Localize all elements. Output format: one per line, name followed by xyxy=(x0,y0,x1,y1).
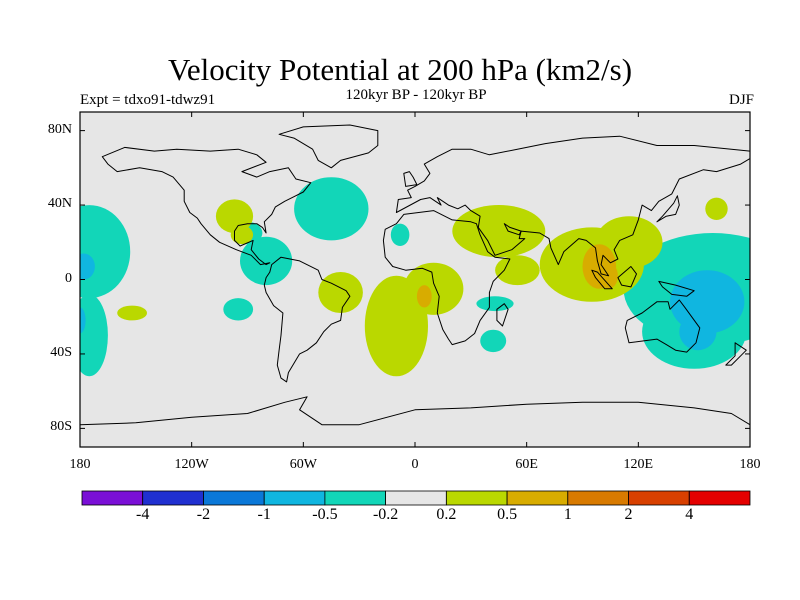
field-madagascar-south-negative xyxy=(480,329,507,353)
field-east-africa-positive xyxy=(495,255,540,286)
coastline-north-america xyxy=(101,146,312,266)
coastline-eurasia xyxy=(395,135,750,277)
coastline-south-america xyxy=(263,256,351,383)
season-label: DJF xyxy=(728,92,754,108)
x-tick-label: 0 xyxy=(411,457,419,472)
field-pacific-southwest-negative xyxy=(80,294,108,377)
coastline-greenland xyxy=(278,124,379,169)
colorbar-label: -4 xyxy=(136,506,150,523)
colorbar-label: 2 xyxy=(624,506,633,523)
experiment-label: Expt = tdxo91-tdwz91 xyxy=(80,92,216,108)
colorbar-label: -0.2 xyxy=(372,506,399,523)
field-pacific-northeast-positive xyxy=(705,197,728,220)
colorbar-swatch xyxy=(628,490,690,506)
x-tick-label: 60E xyxy=(515,457,538,472)
velocity-potential-field xyxy=(80,177,750,377)
colorbar-label: 0.5 xyxy=(497,506,518,523)
field-pacific-west-core xyxy=(80,253,95,280)
coastline-antarctica xyxy=(80,396,750,447)
colorbar xyxy=(81,490,751,506)
field-madagascar-negative xyxy=(476,296,514,312)
field-australia-core xyxy=(679,313,717,351)
colorbar-label: -2 xyxy=(196,506,211,523)
chart-subtitle: 120kyr BP - 120kyr BP xyxy=(345,87,487,103)
field-pacific-west-negative xyxy=(80,205,131,299)
coastline-japan xyxy=(656,195,680,223)
coastline-madagascar xyxy=(496,303,509,327)
colorbar-label: 1 xyxy=(563,506,572,523)
coastline-arabia-notch xyxy=(503,223,522,236)
field-central-america-negative xyxy=(240,236,293,286)
field-middle-east-positive xyxy=(452,205,546,258)
y-tick-label: 0 xyxy=(65,270,72,286)
field-gulf-of-guinea-core xyxy=(416,285,432,308)
field-atlantic-north-negative xyxy=(294,177,369,241)
axis-ticks xyxy=(79,112,751,447)
colorbar-swatch xyxy=(506,490,569,506)
y-tick-label: 80N xyxy=(47,121,72,137)
field-brazil-positive xyxy=(318,272,363,313)
y-tick-label: 80S xyxy=(50,419,72,435)
field-tropical-pacific-positive xyxy=(117,305,147,321)
x-tick-label: 120E xyxy=(623,457,654,472)
coastline-new-zealand xyxy=(725,342,747,366)
x-tick-label: 180 xyxy=(69,457,91,472)
field-pacific-southwest-core xyxy=(80,307,86,334)
colorbar-swatch xyxy=(324,490,386,506)
coastlines xyxy=(80,124,750,447)
coastline-uk xyxy=(403,171,418,187)
colorbar-swatch xyxy=(142,490,204,506)
field-west-africa-negative xyxy=(390,223,410,246)
colorbar-label: 0.2 xyxy=(436,506,457,523)
colorbar-swatch xyxy=(688,490,751,506)
x-tick-label: 60W xyxy=(289,457,317,472)
colorbar-label: -0.5 xyxy=(312,506,338,523)
colorbar-swatch xyxy=(263,490,326,506)
field-africa-positive xyxy=(403,262,464,315)
coastline-australia xyxy=(624,299,701,353)
y-tick-label: 40N xyxy=(47,196,72,212)
x-tick-label: 120W xyxy=(174,457,209,472)
field-south-pacific-negative xyxy=(223,298,254,321)
colorbar-swatch xyxy=(567,490,629,506)
colorbar-swatch xyxy=(203,490,265,506)
colorbar-swatch xyxy=(445,490,508,506)
field-gulf-positive xyxy=(230,225,254,245)
coastline-borneo xyxy=(617,266,637,288)
chart-title: Velocity Potential at 200 hPa (km2/s) xyxy=(167,52,633,87)
colorbar-swatch xyxy=(81,490,144,506)
colorbar-label: 4 xyxy=(685,506,694,523)
colorbar-label: -1 xyxy=(257,506,271,523)
colorbar-swatch xyxy=(385,490,447,506)
x-tick-label: 180 xyxy=(739,457,761,472)
coastline-new-guinea xyxy=(658,280,695,297)
coastline-sumatra xyxy=(591,269,613,290)
coastline-africa xyxy=(382,210,511,346)
y-tick-label: 40S xyxy=(50,344,72,360)
